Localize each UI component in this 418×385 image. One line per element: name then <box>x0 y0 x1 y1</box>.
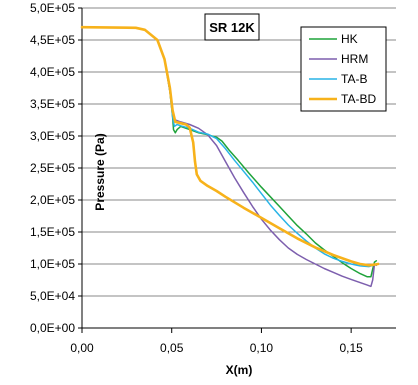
y-tick-label: 3,5E+05 <box>30 97 75 111</box>
y-tick-label: 2,5E+05 <box>30 161 75 175</box>
y-tick-label: 1,5E+05 <box>30 225 75 239</box>
y-tick-label: 0,0E+00 <box>30 321 75 335</box>
y-tick-label: 4,0E+05 <box>30 65 75 79</box>
legend-label-hk: HK <box>341 32 358 46</box>
legend-label-ta-bd: TA-BD <box>341 92 376 106</box>
axis-layer <box>78 7 396 333</box>
legend-label-ta-b: TA-B <box>341 72 367 86</box>
x-axis-title: X(m) <box>226 363 253 377</box>
series-layer <box>80 25 380 288</box>
legend-box <box>300 26 387 112</box>
legend-layer: SR 12K HK HRM TA-B TA-BD <box>204 13 387 112</box>
y-tick-label: 4,5E+05 <box>30 33 75 47</box>
series-line-ta-bd <box>80 25 380 267</box>
y-tick-label: 1,0E+05 <box>30 257 75 271</box>
legend-label-hrm: HRM <box>341 52 368 66</box>
y-tick-label: 5,0E+05 <box>30 1 75 15</box>
x-tick-label: 0,15 <box>339 341 363 355</box>
x-tick-label: 0,10 <box>250 341 274 355</box>
y-tick-label: 3,0E+05 <box>30 129 75 143</box>
y-axis-title: Pressure (Pa) <box>93 133 107 210</box>
y-tick-label: 2,0E+05 <box>30 193 75 207</box>
chart-title: SR 12K <box>209 20 255 35</box>
labels-layer: 0,0E+00 5,0E+04 1,0E+05 1,5E+05 2,0E+05 2,5E+… <box>30 1 363 377</box>
x-tick-label: 0,05 <box>160 341 184 355</box>
title-box <box>204 13 260 41</box>
x-tick-label: 0,00 <box>70 341 94 355</box>
y-tick-label: 5,0E+04 <box>30 289 75 303</box>
